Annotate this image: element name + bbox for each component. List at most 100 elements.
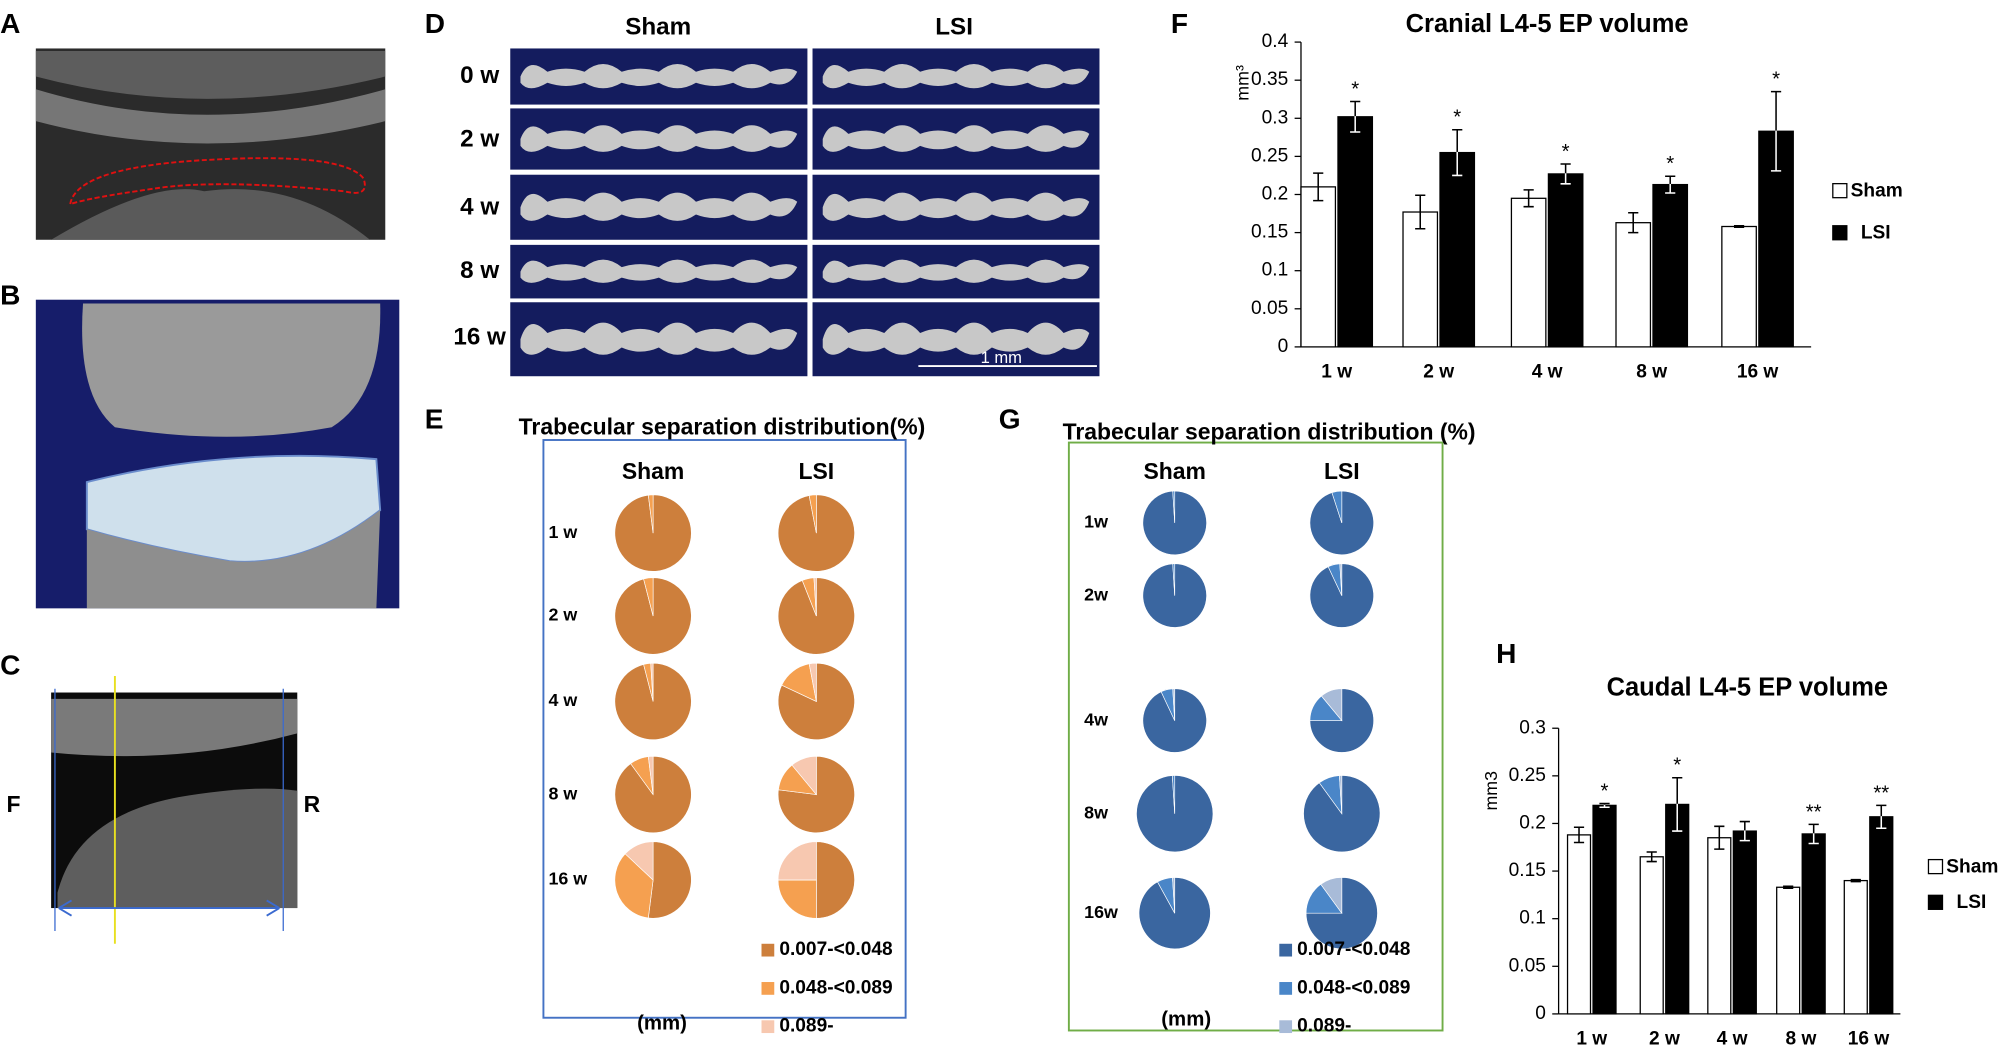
row-label: 0 w xyxy=(460,62,499,89)
column-label: Sham xyxy=(622,458,684,484)
bone xyxy=(520,259,798,283)
row-label: 2 w xyxy=(460,126,499,153)
pie-slice xyxy=(647,841,692,919)
panel-label: G xyxy=(999,403,1021,434)
pie-slice xyxy=(813,577,817,617)
pie-slice xyxy=(791,755,817,796)
pie-slice xyxy=(643,577,654,617)
error-bar xyxy=(1783,885,1794,889)
y-axis-label: mm³ xyxy=(1232,65,1252,101)
pie-slice xyxy=(614,577,692,655)
pie-slice xyxy=(614,494,692,572)
bar xyxy=(1732,830,1757,1015)
x-tick-label: 4 w xyxy=(1717,1028,1748,1049)
image-a xyxy=(35,48,386,240)
legend-swatch xyxy=(761,982,775,995)
error-bar xyxy=(1808,823,1819,845)
bone xyxy=(520,192,798,221)
bone xyxy=(822,259,1090,283)
pie-slice xyxy=(1172,563,1176,596)
side-label: F xyxy=(6,791,20,817)
x-tick-label: 2 w xyxy=(1423,361,1454,382)
bone xyxy=(520,322,798,355)
unit-label: (mm) xyxy=(637,1013,687,1035)
legend-label: LSI xyxy=(1957,892,1987,913)
bar xyxy=(1665,803,1690,1015)
pie-slice xyxy=(1172,490,1176,523)
y-tick-label: 0 xyxy=(1535,1003,1546,1024)
pie-slice xyxy=(808,494,817,534)
y-tick-label: 0.3 xyxy=(1519,717,1546,738)
pie-slice xyxy=(1321,688,1343,722)
annotation: * xyxy=(1772,69,1780,91)
annotation: * xyxy=(1453,107,1461,129)
y-tick-label: 0.25 xyxy=(1509,765,1546,786)
legend-label: 0.048-<0.089 xyxy=(779,977,892,998)
error-bar xyxy=(1665,175,1676,194)
y-tick-label: 0.3 xyxy=(1262,107,1289,128)
legend-label: Sham xyxy=(1946,856,1998,877)
row-label: 8w xyxy=(1084,802,1108,822)
bone xyxy=(520,63,798,89)
pie-slice xyxy=(647,494,654,534)
side-label: R xyxy=(304,791,321,817)
annotation: ** xyxy=(1806,801,1822,823)
error-bar xyxy=(1672,776,1683,832)
legend-swatch xyxy=(761,943,775,957)
bar xyxy=(1510,197,1547,348)
scale-bar-label: 1 mm xyxy=(981,348,1022,367)
bar xyxy=(1592,804,1617,1015)
pie-slice xyxy=(614,853,654,919)
y-axis-label: mm3 xyxy=(1481,771,1501,811)
row-label: 8 w xyxy=(460,257,499,284)
column-label: Sham xyxy=(1143,458,1205,484)
bar xyxy=(1652,183,1689,348)
chart-title: Trabecular separation distribution (%) xyxy=(1063,419,1476,445)
bar xyxy=(1843,879,1868,1015)
bone xyxy=(822,125,1090,152)
row-label: 16 w xyxy=(453,323,506,350)
pie-slice xyxy=(650,662,654,702)
error-bar xyxy=(1599,802,1610,809)
bar xyxy=(1566,834,1592,1015)
panel-label: A xyxy=(0,8,20,39)
legend-swatch xyxy=(1832,225,1848,241)
bar xyxy=(1801,833,1826,1015)
image-c xyxy=(51,675,298,944)
row-label: 16w xyxy=(1084,902,1118,922)
bar xyxy=(1707,837,1732,1015)
error-bar xyxy=(1770,90,1782,172)
row-label: 4 w xyxy=(549,690,578,710)
bar xyxy=(1337,116,1374,348)
panel-label: E xyxy=(425,403,444,434)
pie-slice xyxy=(1305,877,1378,950)
y-tick-label: 0.15 xyxy=(1251,222,1288,243)
panel-label: F xyxy=(1171,8,1188,39)
panel-label: B xyxy=(0,280,20,311)
pie-slice xyxy=(777,841,817,881)
annotation: * xyxy=(1601,780,1609,802)
pie-slice xyxy=(1309,688,1374,753)
y-tick-label: 0.05 xyxy=(1251,298,1288,319)
error-bar xyxy=(1350,100,1361,133)
row-label: 4w xyxy=(1084,709,1108,729)
frame-e xyxy=(542,439,907,1019)
y-tick-label: 0.4 xyxy=(1262,31,1289,52)
panel-label: H xyxy=(1496,638,1516,669)
y-tick-label: 0.1 xyxy=(1262,260,1289,281)
bar xyxy=(1776,886,1801,1015)
legend-label: 0.007-<0.048 xyxy=(779,939,893,960)
legend-swatch xyxy=(1279,943,1293,957)
image-b xyxy=(35,299,400,609)
error-bar xyxy=(1313,172,1324,202)
annotation: * xyxy=(1562,141,1570,163)
error-bar xyxy=(1523,189,1534,208)
panel-label: D xyxy=(425,8,445,39)
bone xyxy=(520,125,798,152)
pie-slice xyxy=(1331,490,1343,523)
legend-label: 0.048-<0.089 xyxy=(1297,977,1410,998)
pie-slice xyxy=(1172,877,1176,914)
chart-title: Trabecular separation distribution(%) xyxy=(519,414,926,440)
bar xyxy=(1300,186,1337,348)
pie-slice xyxy=(777,755,855,834)
